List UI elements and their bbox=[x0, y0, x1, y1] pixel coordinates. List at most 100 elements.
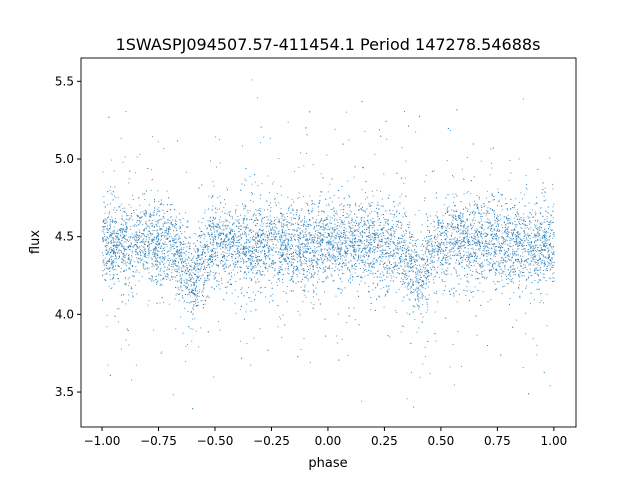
data-point bbox=[188, 280, 190, 281]
data-point bbox=[465, 230, 466, 232]
data-point bbox=[507, 220, 509, 222]
data-point bbox=[159, 274, 161, 276]
data-point bbox=[439, 244, 441, 246]
data-point bbox=[370, 250, 372, 252]
data-point bbox=[363, 254, 365, 255]
data-point bbox=[279, 254, 281, 256]
data-point bbox=[469, 269, 471, 271]
data-point bbox=[278, 219, 280, 221]
data-point bbox=[340, 248, 342, 250]
data-point bbox=[285, 258, 287, 260]
data-point bbox=[268, 249, 270, 251]
data-point bbox=[240, 247, 242, 249]
data-point bbox=[378, 235, 380, 237]
data-point bbox=[531, 246, 533, 248]
data-point bbox=[271, 249, 273, 250]
data-point bbox=[178, 271, 180, 273]
data-point bbox=[499, 262, 501, 264]
data-point bbox=[522, 255, 524, 257]
data-point bbox=[459, 245, 461, 247]
data-point bbox=[215, 248, 217, 250]
data-point bbox=[226, 286, 228, 288]
data-point bbox=[240, 244, 242, 246]
data-point bbox=[340, 231, 342, 233]
data-point bbox=[399, 265, 401, 267]
data-point bbox=[342, 290, 343, 292]
data-point bbox=[404, 213, 405, 215]
data-point bbox=[303, 268, 305, 270]
data-point bbox=[231, 272, 232, 274]
data-point bbox=[448, 206, 450, 208]
data-point bbox=[238, 250, 240, 251]
data-point bbox=[520, 243, 522, 245]
data-point bbox=[546, 247, 548, 249]
data-point bbox=[316, 239, 318, 241]
data-point bbox=[281, 238, 283, 240]
data-point bbox=[323, 267, 325, 268]
data-point bbox=[296, 245, 298, 247]
data-point bbox=[426, 277, 428, 279]
data-point bbox=[474, 211, 476, 213]
data-point bbox=[531, 214, 532, 216]
data-point bbox=[200, 300, 202, 302]
data-point bbox=[208, 220, 210, 222]
data-point bbox=[438, 243, 440, 245]
data-point bbox=[512, 269, 514, 270]
data-point bbox=[353, 307, 355, 309]
data-point bbox=[480, 160, 482, 162]
data-point bbox=[319, 228, 321, 230]
data-point bbox=[455, 241, 457, 243]
data-point bbox=[234, 222, 235, 224]
data-point bbox=[119, 228, 121, 230]
data-point bbox=[323, 280, 325, 282]
data-point bbox=[335, 237, 337, 239]
data-point bbox=[396, 272, 398, 274]
data-point bbox=[152, 248, 154, 250]
data-point bbox=[272, 264, 274, 265]
data-point bbox=[329, 183, 331, 185]
data-point bbox=[273, 236, 275, 238]
data-point bbox=[473, 223, 475, 225]
data-point bbox=[401, 240, 403, 242]
data-point bbox=[154, 249, 156, 251]
data-point bbox=[327, 229, 329, 231]
data-point bbox=[383, 249, 385, 251]
data-point bbox=[280, 185, 282, 187]
data-point bbox=[122, 246, 124, 248]
data-point bbox=[547, 251, 549, 253]
data-point bbox=[151, 257, 153, 259]
data-point bbox=[193, 261, 195, 263]
data-point bbox=[253, 337, 255, 339]
data-point bbox=[343, 240, 345, 242]
data-point bbox=[256, 259, 258, 260]
data-point bbox=[115, 255, 116, 257]
data-point bbox=[197, 250, 199, 252]
data-point bbox=[164, 244, 166, 245]
data-point bbox=[230, 233, 232, 235]
data-point bbox=[340, 288, 342, 290]
data-point bbox=[299, 250, 300, 252]
data-point bbox=[480, 209, 482, 211]
data-point bbox=[195, 270, 197, 272]
data-point bbox=[334, 128, 336, 130]
data-point bbox=[453, 243, 455, 245]
data-point bbox=[272, 293, 274, 295]
data-point bbox=[139, 204, 141, 206]
data-point bbox=[422, 264, 424, 266]
data-point bbox=[543, 242, 545, 244]
data-point bbox=[393, 234, 395, 236]
data-point bbox=[540, 222, 542, 224]
data-point bbox=[383, 287, 385, 288]
data-point bbox=[397, 220, 399, 222]
data-point bbox=[313, 292, 315, 294]
data-point bbox=[537, 275, 539, 277]
data-point bbox=[116, 247, 118, 249]
data-point bbox=[265, 222, 267, 224]
data-point bbox=[358, 259, 360, 261]
data-point bbox=[444, 272, 445, 274]
data-point bbox=[429, 372, 431, 374]
data-point bbox=[309, 272, 311, 274]
data-point bbox=[107, 204, 108, 206]
data-point bbox=[449, 249, 451, 251]
data-point bbox=[307, 238, 309, 240]
